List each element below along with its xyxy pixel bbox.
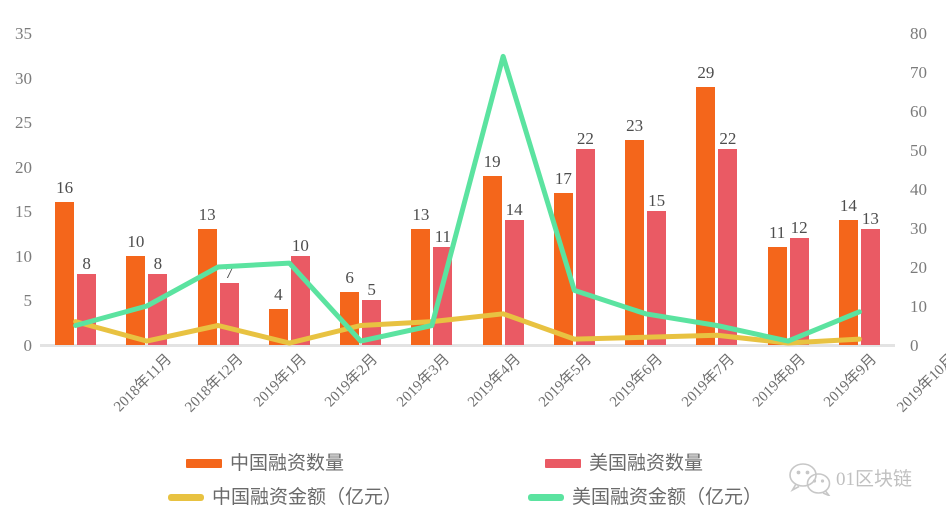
lines-layer xyxy=(73,53,862,346)
bar-us-count xyxy=(718,148,738,345)
bar-china-count xyxy=(696,86,716,345)
legend-item[interactable]: 中国融资数量 xyxy=(186,454,344,473)
bar-value-label: 13 xyxy=(412,205,430,225)
line-swatch-icon xyxy=(528,494,564,501)
x-category-label: 2019年2月 xyxy=(322,351,382,411)
bar-swatch-icon xyxy=(186,459,222,468)
bar-value-label: 17 xyxy=(554,169,572,189)
x-category-label: 2019年8月 xyxy=(749,351,809,411)
legend-item[interactable]: 美国融资数量 xyxy=(545,454,703,473)
x-category-label: 2019年7月 xyxy=(678,351,738,411)
bar-china-count xyxy=(268,309,288,345)
bar-value-label: 14 xyxy=(839,196,857,216)
bar-us-count xyxy=(860,229,880,345)
x-category-label: 2019年3月 xyxy=(393,351,453,411)
bar-us-count xyxy=(789,238,809,345)
wechat-icon xyxy=(789,463,831,496)
x-category-label: 2019年1月 xyxy=(251,351,311,411)
bar-value-label: 22 xyxy=(719,128,737,148)
bar-value-label: 6 xyxy=(345,267,354,287)
x-axis-baseline xyxy=(40,344,895,347)
x-category-label: 2019年6月 xyxy=(607,351,667,411)
left-axis-tick-15: 15 xyxy=(15,202,32,222)
left-axis-tick-10: 10 xyxy=(15,246,32,266)
chart-legend: 中国融资数量 美国融资数量中国融资金额（亿元） 美国融资金额（亿元） xyxy=(0,452,946,516)
bar-value-label: 29 xyxy=(697,62,715,82)
right-axis-tick-30: 30 xyxy=(910,219,927,238)
bar-value-label: 8 xyxy=(82,253,91,273)
bar-value-label: 11 xyxy=(434,226,452,246)
x-category-label: 2019年5月 xyxy=(536,351,596,411)
x-category-label: 2019年10月 xyxy=(894,351,946,416)
line-us-amount xyxy=(73,53,862,344)
bar-value-label: 15 xyxy=(648,191,666,211)
bar-value-label: 10 xyxy=(127,231,145,251)
bar-us-count xyxy=(148,273,168,345)
legend-label: 美国融资金额（亿元） xyxy=(572,487,763,508)
left-axis-tick-30: 30 xyxy=(15,68,32,88)
bar-china-count xyxy=(197,229,217,345)
x-category-label: 2019年4月 xyxy=(464,351,524,411)
category-group: 11 12 xyxy=(753,33,824,345)
bar-value-label: 14 xyxy=(505,200,523,220)
right-axis-tick-70: 70 xyxy=(910,63,927,82)
bar-value-label: 8 xyxy=(153,253,163,273)
x-category-label: 2018年12月 xyxy=(182,351,247,416)
category-group: 23 15 xyxy=(610,33,681,345)
bar-value-label: 11 xyxy=(768,222,786,242)
bars-layer: 16 8 10 8 13 7 4 10 6 5 13 11 19 14 17 22 23 15 29 22 11 12 14… xyxy=(40,33,895,345)
right-axis-tick-60: 60 xyxy=(910,102,927,121)
bar-value-label: 19 xyxy=(483,151,501,171)
bar-china-count xyxy=(55,202,75,345)
bar-value-label: 16 xyxy=(56,178,74,198)
left-axis-tick-25: 25 xyxy=(15,113,32,133)
bar-value-label: 4 xyxy=(274,285,283,305)
bar-china-count xyxy=(126,255,146,345)
bar-china-count xyxy=(767,246,787,345)
bar-value-label: 13 xyxy=(198,205,216,225)
line-china-amount xyxy=(73,311,862,346)
bar-china-count xyxy=(482,175,502,345)
right-axis-tick-10: 10 xyxy=(910,297,927,316)
legend-item[interactable]: 美国融资金额（亿元） xyxy=(528,488,762,507)
right-axis-tick-80: 80 xyxy=(910,24,927,43)
left-axis-tick-5: 5 xyxy=(23,291,33,311)
bar-value-label: 13 xyxy=(861,209,879,229)
category-group: 10 8 xyxy=(111,33,182,345)
line-swatch-icon xyxy=(168,494,204,501)
watermark: 01区块链 xyxy=(788,462,912,496)
left-axis-tick-0: 0 xyxy=(23,336,33,355)
bar-swatch-icon xyxy=(545,459,581,468)
legend-label: 中国融资金额（亿元） xyxy=(212,487,403,508)
bar-value-label: 10 xyxy=(291,235,309,255)
right-axis-tick-20: 20 xyxy=(910,258,927,277)
legend-label: 美国融资数量 xyxy=(589,453,704,474)
x-category-label: 2018年11月 xyxy=(110,351,175,416)
watermark-text: 01区块链 xyxy=(836,468,913,490)
legend-label: 中国融资数量 xyxy=(230,453,345,474)
bar-value-label: 22 xyxy=(576,128,594,148)
right-axis-tick-0: 0 xyxy=(910,336,919,355)
bar-china-count xyxy=(411,229,431,345)
x-category-label: 2019年9月 xyxy=(821,351,881,411)
bar-value-label: 7 xyxy=(224,262,234,282)
category-group: 29 22 xyxy=(681,33,752,345)
legend-item[interactable]: 中国融资金额（亿元） xyxy=(168,488,402,507)
left-axis-tick-20: 20 xyxy=(15,157,32,177)
bar-china-count xyxy=(625,139,645,345)
bar-value-label: 23 xyxy=(626,115,644,135)
bar-us-count xyxy=(647,211,667,345)
right-axis-tick-50: 50 xyxy=(910,141,927,160)
bar-value-label: 5 xyxy=(367,280,376,300)
bar-value-label: 12 xyxy=(790,218,808,238)
left-axis-tick-35: 35 xyxy=(15,24,32,43)
right-axis-tick-40: 40 xyxy=(910,180,927,199)
